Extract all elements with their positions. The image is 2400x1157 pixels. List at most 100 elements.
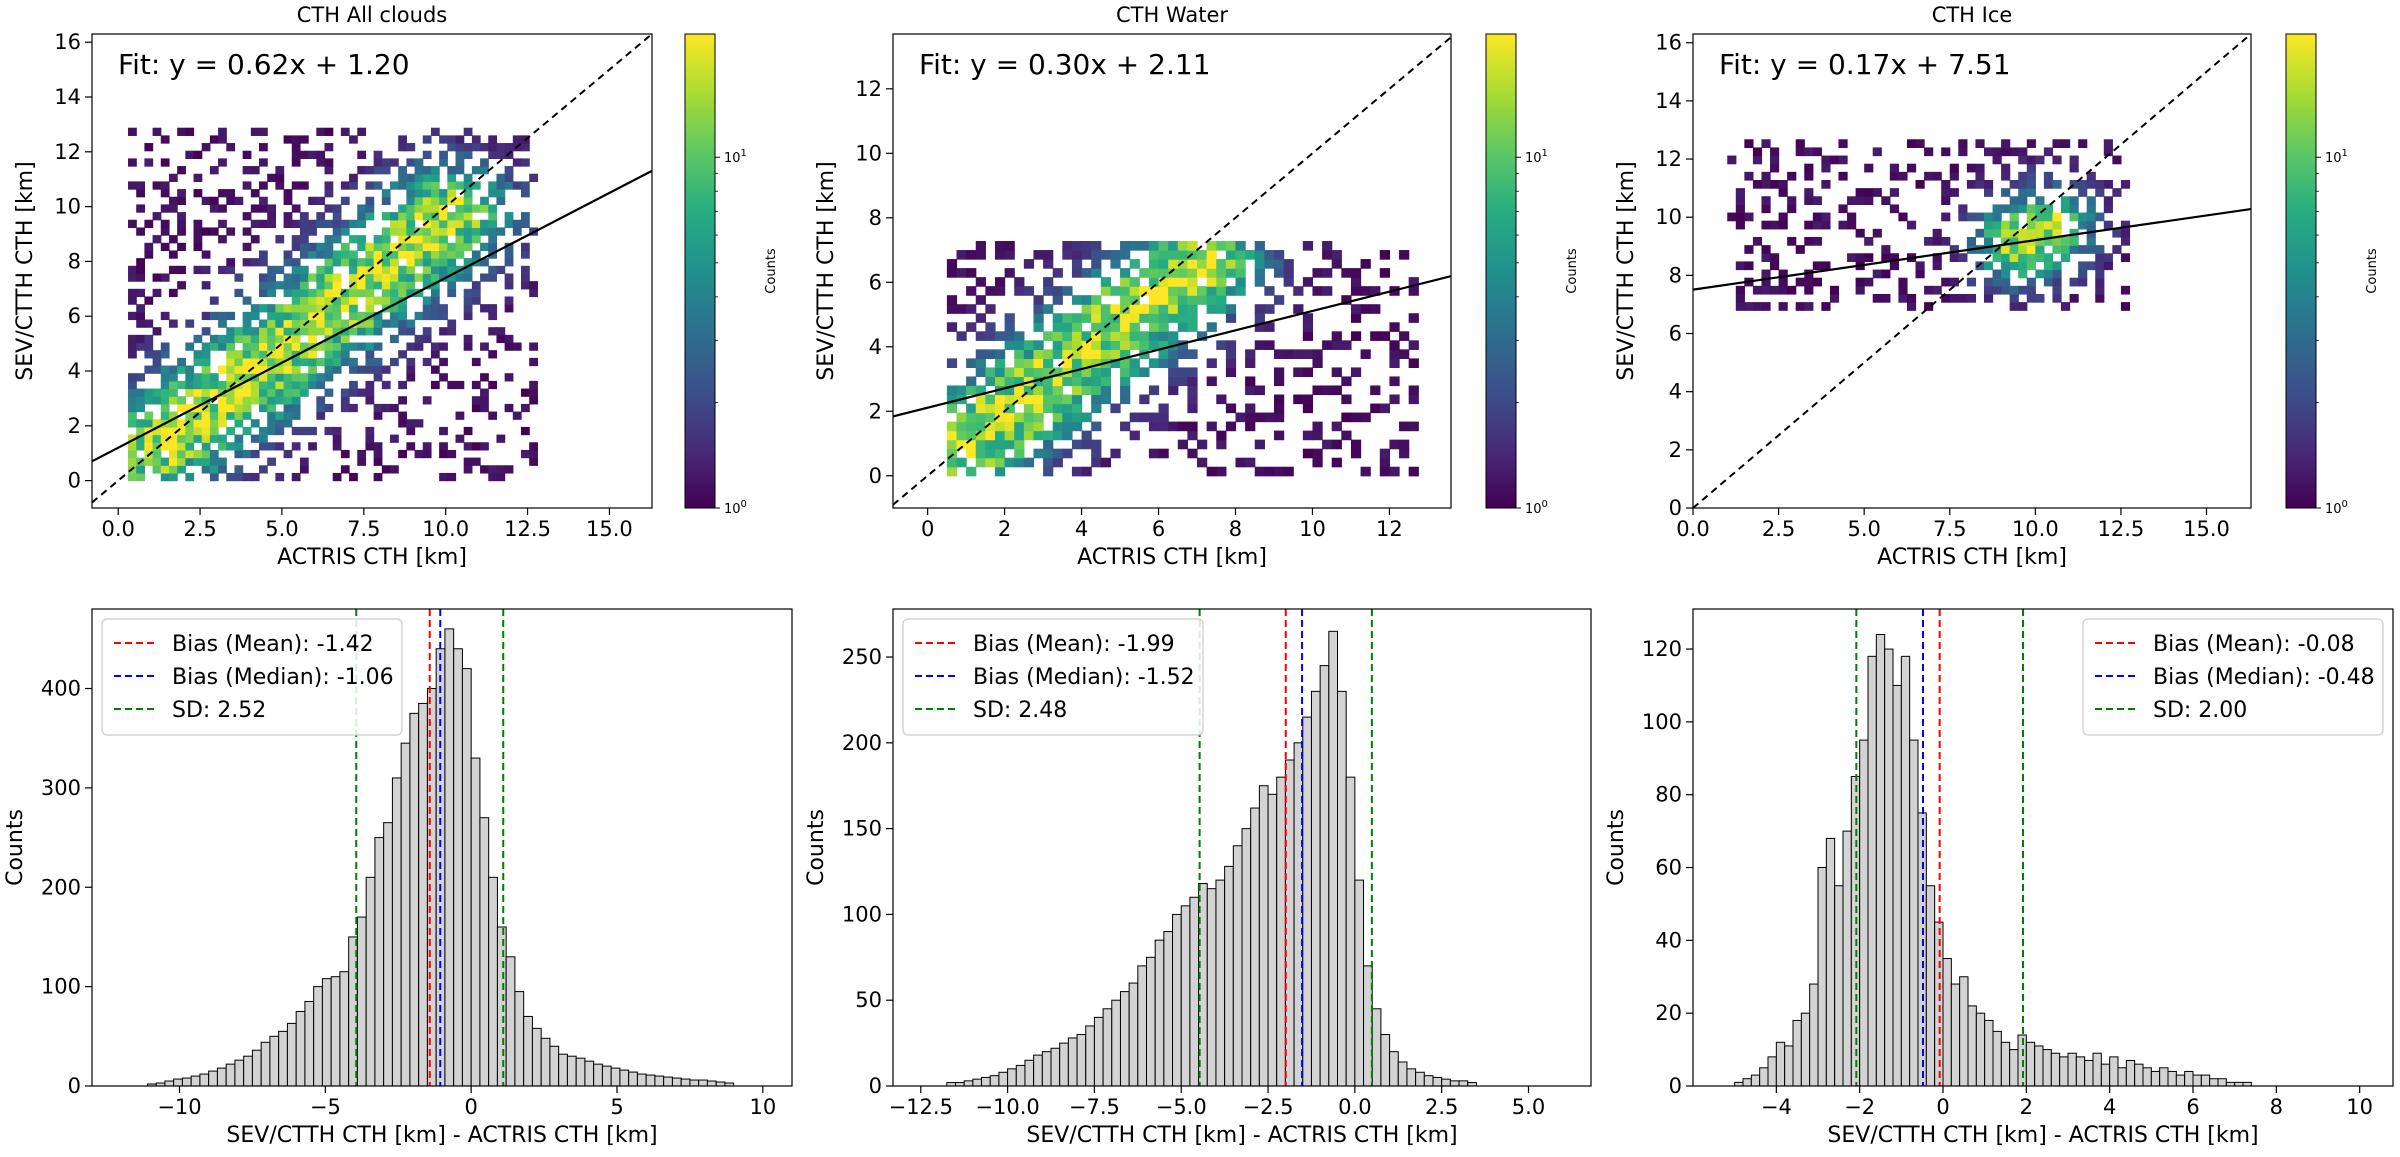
x-tick-label: 12.5 <box>2098 517 2145 541</box>
histogram-bar <box>1146 956 1156 1087</box>
heatmap-cell <box>2103 261 2113 271</box>
heatmap-cell <box>349 273 358 282</box>
heatmap-cell <box>316 150 326 159</box>
heatmap-cell <box>1975 228 1985 238</box>
x-tick-label: 5 <box>610 1095 623 1119</box>
heatmap-cell <box>447 181 457 190</box>
heatmap-cell <box>324 258 334 267</box>
heatmap-cell <box>1322 439 1333 450</box>
colorbar-tick-label: 100 <box>2325 499 2348 517</box>
heatmap-cell <box>1273 295 1285 305</box>
heatmap-cell <box>267 173 276 183</box>
heatmap-cell <box>275 265 285 275</box>
heatmap-cell <box>2026 220 2036 230</box>
heatmap-cell <box>2026 163 2036 173</box>
heatmap-cell <box>234 411 244 420</box>
heatmap-cell <box>1206 421 1217 432</box>
heatmap-cell <box>2052 261 2062 271</box>
heatmap-cell <box>250 380 260 390</box>
heatmap-cell <box>291 403 301 413</box>
heatmap-cell <box>496 434 506 443</box>
heatmap-cell <box>1932 171 1942 181</box>
heatmap-cell <box>512 135 522 144</box>
heatmap-cell <box>365 304 375 313</box>
heatmap-cell <box>332 250 342 259</box>
heatmap-cell <box>1023 394 1035 405</box>
heatmap-cell <box>430 296 440 305</box>
heatmap-cell <box>1091 250 1102 260</box>
heatmap-cell <box>1744 139 1754 149</box>
heatmap-cell <box>439 235 448 244</box>
heatmap-cell <box>406 281 416 290</box>
heatmap-cell <box>201 350 211 359</box>
heatmap-cell <box>1735 220 1745 230</box>
heatmap-cell <box>2086 179 2096 189</box>
heatmap-cell <box>398 449 407 459</box>
heatmap-cell <box>1091 295 1102 305</box>
heatmap-cell <box>975 367 986 378</box>
heatmap-cell <box>136 396 145 405</box>
heatmap-cell <box>201 419 211 428</box>
heatmap-cell <box>1225 286 1237 296</box>
heatmap-cell <box>2078 179 2088 189</box>
heatmap-cell <box>1264 304 1275 314</box>
heatmap-cell <box>160 426 170 436</box>
heatmap-cell <box>447 242 457 252</box>
heatmap-cell <box>1052 376 1063 387</box>
heatmap-cell <box>177 449 186 459</box>
histogram-bar <box>2167 1070 2177 1087</box>
heatmap-cell <box>275 319 285 328</box>
histogram-bar <box>1800 1012 1811 1087</box>
histogram-bar <box>1389 1051 1399 1087</box>
heatmap-cell <box>373 373 383 382</box>
heatmap-cell <box>1408 394 1419 405</box>
heatmap-cell <box>128 396 137 405</box>
heatmap-cell <box>1216 430 1227 441</box>
heatmap-cell <box>267 281 276 290</box>
heatmap-cell <box>2026 261 2036 271</box>
heatmap-cell <box>193 150 203 159</box>
heatmap-cell <box>1379 448 1391 459</box>
heatmap-cell <box>1023 403 1035 414</box>
heatmap-cell <box>1081 340 1092 350</box>
heatmap-cell <box>430 204 440 213</box>
heatmap-cell <box>242 373 252 382</box>
heatmap-cell <box>496 189 506 198</box>
heatmap-cell <box>1129 358 1140 369</box>
heatmap-cell <box>1264 250 1275 260</box>
heatmap-cell <box>1983 285 1994 295</box>
legend-box <box>101 618 403 736</box>
heatmap-cell <box>193 426 203 436</box>
x-tick-label: 5.0 <box>1847 517 1880 541</box>
heatmap-cell <box>398 204 407 213</box>
heatmap-cell <box>2018 253 2028 263</box>
heatmap-cell <box>2078 139 2088 149</box>
heatmap-cell <box>1966 163 1977 173</box>
heatmap-cell <box>975 358 986 369</box>
x-tick-label: 4 <box>1075 517 1088 541</box>
heatmap-cell <box>1043 394 1054 405</box>
heatmap-cell <box>1004 421 1015 432</box>
histogram-bar <box>1875 633 1886 1087</box>
heatmap-cell <box>381 227 391 236</box>
heatmap-cell <box>308 296 317 305</box>
heatmap-cell <box>185 449 195 459</box>
heatmap-cell <box>218 365 227 374</box>
heatmap-cell <box>1983 228 1994 238</box>
heatmap-cell <box>966 430 977 441</box>
heatmap-cell <box>1033 322 1044 332</box>
heatmap-cell <box>185 342 195 351</box>
histogram-bar <box>505 956 516 1087</box>
heatmap-cell <box>365 281 375 290</box>
heatmap-cell <box>496 265 506 275</box>
heatmap-cell <box>177 189 186 198</box>
heatmap-cell <box>259 250 268 259</box>
heatmap-cell <box>398 235 407 244</box>
heatmap-cell <box>1958 147 1968 157</box>
heatmap-cell <box>2120 285 2131 295</box>
heatmap-cell <box>455 242 465 252</box>
heatmap-cell <box>488 265 498 275</box>
histogram-bar <box>584 1060 595 1087</box>
heatmap-cell <box>1941 179 1951 189</box>
heatmap-cell <box>956 250 967 260</box>
